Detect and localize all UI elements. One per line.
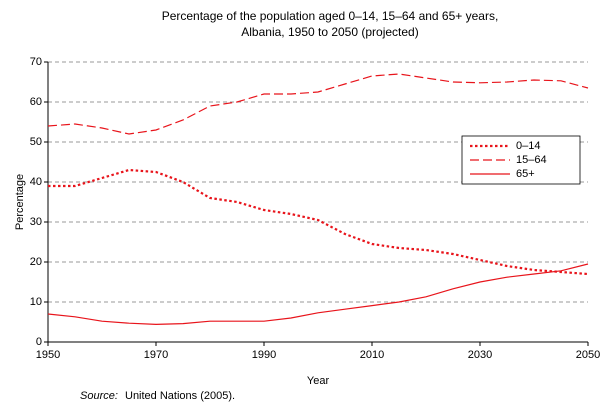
y-tick-label: 60 xyxy=(30,96,42,108)
y-tick-label: 0 xyxy=(36,336,42,348)
legend-label: 0–14 xyxy=(516,140,540,152)
source: United Nations (2005). xyxy=(125,390,235,402)
y-tick-label: 10 xyxy=(30,296,42,308)
y-tick-label: 20 xyxy=(30,256,42,268)
x-tick-label: 1990 xyxy=(252,349,276,361)
x-tick-label: 2010 xyxy=(360,349,384,361)
series-line xyxy=(48,168,589,276)
y-tick-label: 70 xyxy=(30,56,42,68)
series-line xyxy=(47,73,589,135)
x-tick-label: 1970 xyxy=(144,349,168,361)
chart-title: Albania, 1950 to 2050 (projected) xyxy=(241,25,418,39)
y-tick-label: 40 xyxy=(30,176,42,188)
legend-label: 15–64 xyxy=(516,154,547,166)
legend-label: 65+ xyxy=(516,168,535,180)
source-label: Source: xyxy=(80,390,118,402)
x-tick-label: 1950 xyxy=(36,349,60,361)
legend-box xyxy=(461,135,581,185)
x-tick-label: 2030 xyxy=(468,349,492,361)
x-axis-label: Year xyxy=(307,375,330,387)
chart-title: Percentage of the population aged 0–14, … xyxy=(162,9,499,23)
x-tick-label: 2050 xyxy=(576,349,600,361)
y-tick-label: 50 xyxy=(30,136,42,148)
y-axis-label: Percentage xyxy=(14,174,26,230)
series-line xyxy=(47,263,589,326)
y-tick-label: 30 xyxy=(30,216,42,228)
